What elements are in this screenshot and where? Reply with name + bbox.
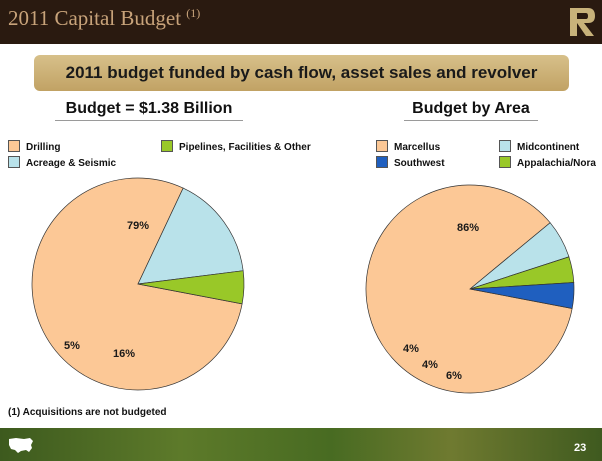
pie-label-drilling: 79% — [127, 220, 149, 232]
legend-swatch — [376, 156, 388, 168]
chart-title-budget: Budget = $1.38 Billion — [55, 100, 243, 121]
footnote: (1) Acquisitions are not budgeted — [8, 407, 167, 418]
chart-title-area: Budget by Area — [404, 100, 538, 121]
page-title: 2011 Capital Budget (1) — [8, 6, 201, 30]
legend-swatch — [499, 156, 511, 168]
legend-item-midcontinent: Midcontinent — [499, 140, 579, 154]
usa-map-icon — [9, 438, 33, 453]
legend-item-pipelines: Pipelines, Facilities & Other — [161, 140, 311, 154]
pie-label-southwest: 4% — [403, 343, 419, 355]
summary-banner: 2011 budget funded by cash flow, asset s… — [34, 55, 569, 91]
legend-item-marcellus: Marcellus — [376, 140, 440, 154]
company-logo — [564, 5, 598, 39]
pie-label-marcellus: 86% — [457, 222, 479, 234]
legend-item-southwest: Southwest — [376, 156, 445, 170]
header-bar: 2011 Capital Budget (1) — [0, 0, 602, 44]
pie-label-acreage-seismic: 16% — [113, 348, 135, 360]
page-number: 23 — [574, 442, 587, 454]
legend-item-drilling: Drilling — [8, 140, 60, 154]
pie-slice-drilling — [31, 177, 243, 391]
pie-label-pipelines-facilities-other: 5% — [64, 340, 80, 352]
title-footnote-marker: (1) — [186, 6, 201, 20]
pie-slice-southwest — [469, 282, 575, 309]
banner-text: 2011 budget funded by cash flow, asset s… — [65, 63, 538, 82]
legend-item-acreage: Acreage & Seismic — [8, 156, 116, 170]
legend-swatch — [161, 140, 173, 152]
footer-landscape — [0, 428, 602, 461]
legend-swatch — [8, 156, 20, 168]
pie-slice-marcellus — [365, 184, 573, 394]
pie-label-appalachia-nora: 4% — [422, 359, 438, 371]
legend-swatch — [8, 140, 20, 152]
legend-swatch — [499, 140, 511, 152]
pie-slice-acreage-seismic — [137, 187, 244, 285]
legend-item-appalachia: Appalachia/Nora — [499, 156, 596, 170]
pie-label-midcontinent: 6% — [446, 370, 462, 382]
pie-slice-pipelines-facilities-other — [137, 270, 245, 305]
legend-swatch — [376, 140, 388, 152]
